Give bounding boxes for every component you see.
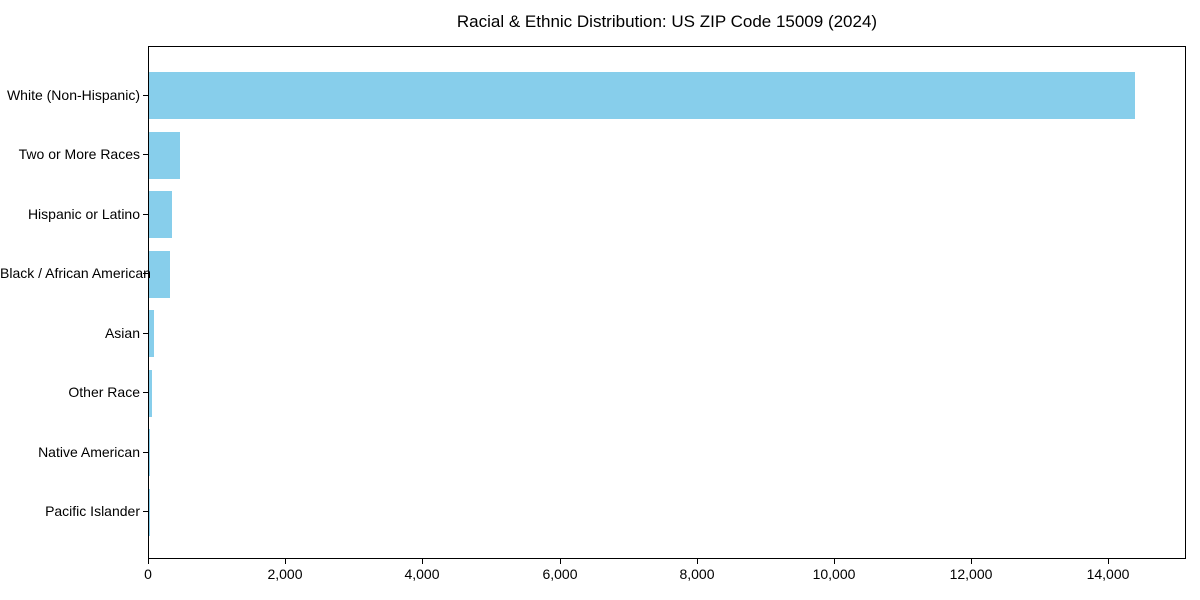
x-tick-mark [148,559,149,564]
y-axis-label: Two or More Races [18,146,140,163]
y-axis-label: Other Race [68,384,140,401]
x-tick-mark [285,559,286,564]
bar-row [149,66,1185,126]
y-tick-mark [143,154,148,155]
bar-row [149,185,1185,245]
bar [149,369,152,417]
x-tick-mark [1108,559,1109,564]
x-tick-label: 12,000 [949,566,993,582]
bar-row [149,304,1185,364]
bar [149,131,181,179]
x-tick-label: 8,000 [679,566,715,582]
x-tick-label: 10,000 [812,566,856,582]
x-tick-mark [697,559,698,564]
x-tick-mark [422,559,423,564]
x-tick-label: 2,000 [267,566,303,582]
y-tick-mark [143,511,148,512]
y-tick-mark [143,95,148,96]
y-axis-label: Black / African American [0,265,151,282]
bar [149,250,170,298]
y-axis-label: Hispanic or Latino [27,205,140,222]
x-tick-mark [834,559,835,564]
bar [149,191,173,239]
x-tick-label: 0 [144,566,152,582]
y-axis-label: Pacific Islander [45,503,140,520]
y-tick-mark [143,452,148,453]
bars-container [149,66,1185,542]
bar-row [149,423,1185,483]
bar [149,429,150,477]
x-tick-label: 4,000 [404,566,440,582]
y-axis-label: White (Non-Hispanic) [6,86,140,103]
chart-title: Racial & Ethnic Distribution: US ZIP Cod… [456,12,878,31]
y-axis-label: Native American [38,443,140,460]
x-tick-label: 6,000 [542,566,578,582]
plot-area [148,46,1186,559]
y-axis-label: Asian [104,324,140,341]
x-tick-label: 14,000 [1086,566,1130,582]
bar-row [149,126,1185,186]
bar [149,72,1135,120]
bar [149,310,154,358]
y-tick-mark [143,273,148,274]
x-tick-mark [560,559,561,564]
y-tick-mark [143,214,148,215]
x-tick-mark [971,559,972,564]
bar-row [149,483,1185,543]
bar-row [149,364,1185,424]
bar-row [149,245,1185,305]
y-tick-mark [143,333,148,334]
y-tick-mark [143,392,148,393]
